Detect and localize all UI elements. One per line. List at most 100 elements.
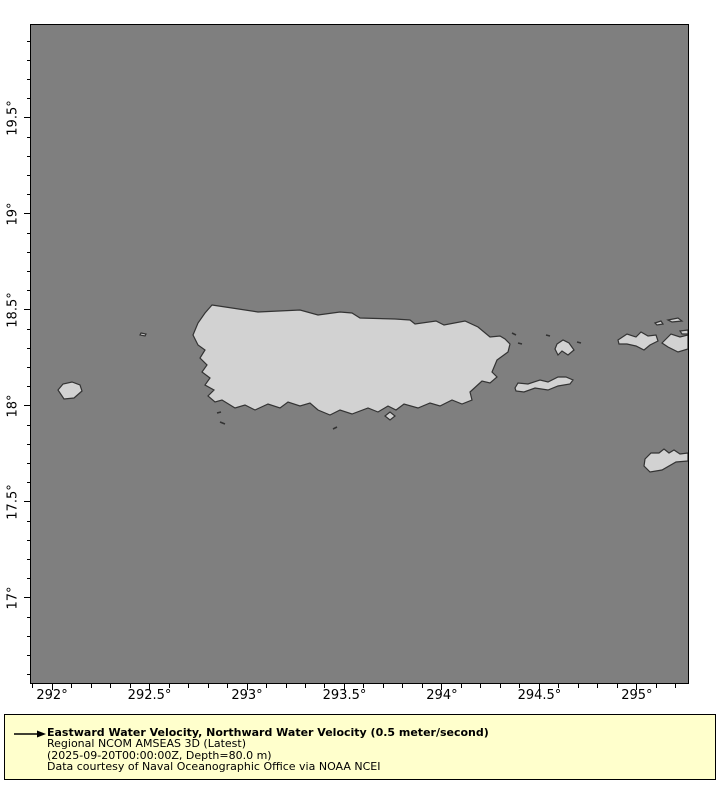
y-major-tick bbox=[24, 309, 30, 311]
y-minor-tick bbox=[26, 635, 30, 637]
x-tick-label: 295° bbox=[621, 688, 653, 703]
x-minor-tick bbox=[129, 684, 131, 688]
x-minor-tick bbox=[266, 684, 267, 688]
y-minor-tick bbox=[26, 559, 30, 561]
y-minor-tick bbox=[26, 463, 30, 465]
x-minor-tick bbox=[655, 684, 657, 688]
x-minor-tick bbox=[363, 684, 365, 688]
legend-time-depth-line: (2025-09-20T00:00:00Z, Depth=80.0 m) bbox=[47, 748, 272, 762]
y-minor-tick bbox=[26, 674, 30, 676]
x-minor-tick bbox=[499, 684, 501, 688]
y-tick-label: 17.5° bbox=[5, 484, 21, 520]
y-major-tick bbox=[24, 597, 30, 599]
speck-east-b-islet bbox=[517, 342, 523, 345]
velocity-vector-arrow-icon bbox=[14, 730, 46, 738]
speck-east-c-islet bbox=[545, 334, 551, 337]
y-minor-tick bbox=[26, 194, 30, 196]
x-minor-tick bbox=[460, 684, 462, 688]
y-minor-tick bbox=[26, 175, 30, 177]
x-minor-tick bbox=[71, 684, 73, 688]
y-minor-tick bbox=[26, 98, 30, 100]
mona-island bbox=[57, 381, 83, 400]
y-minor-tick bbox=[26, 578, 30, 580]
speck-east-a-islet bbox=[511, 332, 517, 336]
x-minor-tick bbox=[304, 684, 306, 688]
y-minor-tick bbox=[26, 367, 30, 369]
x-tick-label: 293° bbox=[231, 688, 263, 703]
x-major-tick bbox=[636, 684, 638, 690]
y-minor-tick bbox=[26, 655, 30, 657]
x-major-tick bbox=[441, 684, 443, 690]
x-tick-label: 293.5° bbox=[322, 688, 367, 703]
y-minor-tick bbox=[26, 40, 30, 42]
y-tick-label: 18.5° bbox=[5, 292, 21, 328]
legend-courtesy-line: Data courtesy of Naval Oceanographic Off… bbox=[47, 759, 381, 773]
x-minor-tick bbox=[207, 684, 209, 688]
speck-southwest-b-islet bbox=[216, 411, 222, 414]
x-minor-tick bbox=[597, 684, 599, 688]
x-tick-label: 292.5° bbox=[127, 688, 172, 703]
y-tick-label: 18° bbox=[5, 394, 21, 418]
coastline-map bbox=[57, 304, 688, 473]
y-minor-tick bbox=[26, 482, 30, 484]
legend-dataset-line: Regional NCOM AMSEAS 3D (Latest) bbox=[47, 737, 246, 751]
y-tick-label: 17° bbox=[5, 586, 21, 610]
x-minor-tick bbox=[188, 684, 190, 688]
y-minor-tick bbox=[26, 59, 30, 61]
culebra-island bbox=[554, 339, 575, 357]
x-major-tick bbox=[538, 684, 540, 690]
x-minor-tick bbox=[616, 684, 618, 688]
y-major-tick bbox=[24, 213, 30, 215]
y-minor-tick bbox=[26, 328, 30, 330]
speck-east-d-islet bbox=[576, 341, 582, 344]
desecheo-island bbox=[139, 332, 147, 337]
y-minor-tick bbox=[26, 155, 30, 157]
x-tick-label: 294.5° bbox=[517, 688, 562, 703]
vieques-island bbox=[514, 376, 574, 393]
y-minor-tick bbox=[26, 386, 30, 388]
x-minor-tick bbox=[90, 684, 92, 688]
x-tick-label: 292° bbox=[36, 688, 68, 703]
x-minor-tick bbox=[382, 684, 384, 688]
speck-southwest-a-islet bbox=[219, 421, 226, 425]
y-major-tick bbox=[24, 117, 30, 119]
x-minor-tick bbox=[480, 684, 482, 688]
x-major-tick bbox=[343, 684, 345, 690]
map-plot-area[interactable] bbox=[30, 24, 689, 684]
islet-north-a-island bbox=[653, 320, 665, 326]
legend-box: Eastward Water Velocity, Northward Water… bbox=[4, 714, 716, 780]
puerto-rico-island bbox=[192, 304, 511, 416]
x-minor-tick bbox=[168, 684, 170, 688]
x-minor-tick bbox=[519, 684, 521, 688]
y-minor-tick bbox=[26, 520, 30, 522]
y-major-tick bbox=[24, 501, 30, 503]
x-minor-tick bbox=[285, 684, 287, 688]
x-major-tick bbox=[149, 684, 151, 690]
islet-north-b-island bbox=[666, 317, 684, 323]
x-minor-tick bbox=[227, 684, 228, 688]
x-minor-tick bbox=[558, 684, 560, 688]
st-john-island bbox=[661, 333, 688, 353]
x-minor-tick bbox=[110, 684, 112, 688]
x-tick-label: 294° bbox=[426, 688, 458, 703]
y-minor-tick bbox=[26, 616, 30, 618]
x-minor-tick bbox=[402, 684, 404, 688]
y-tick-label: 19° bbox=[5, 202, 21, 226]
x-major-tick bbox=[51, 684, 53, 690]
x-minor-tick bbox=[32, 684, 34, 688]
y-minor-tick bbox=[26, 290, 30, 292]
y-minor-tick bbox=[26, 251, 30, 253]
y-minor-tick bbox=[26, 79, 30, 81]
st-croix-island bbox=[643, 448, 688, 473]
x-minor-tick bbox=[421, 684, 423, 688]
x-minor-tick bbox=[324, 684, 326, 688]
x-minor-tick bbox=[577, 684, 579, 688]
y-minor-tick bbox=[26, 136, 30, 138]
y-minor-tick bbox=[26, 443, 30, 445]
st-thomas-island bbox=[617, 331, 659, 351]
y-tick-label: 19.5° bbox=[5, 100, 21, 136]
legend-title: Eastward Water Velocity, Northward Water… bbox=[47, 726, 489, 739]
speck-south-coast-islet bbox=[332, 426, 338, 430]
legend-text-block: Eastward Water Velocity, Northward Water… bbox=[47, 727, 489, 772]
